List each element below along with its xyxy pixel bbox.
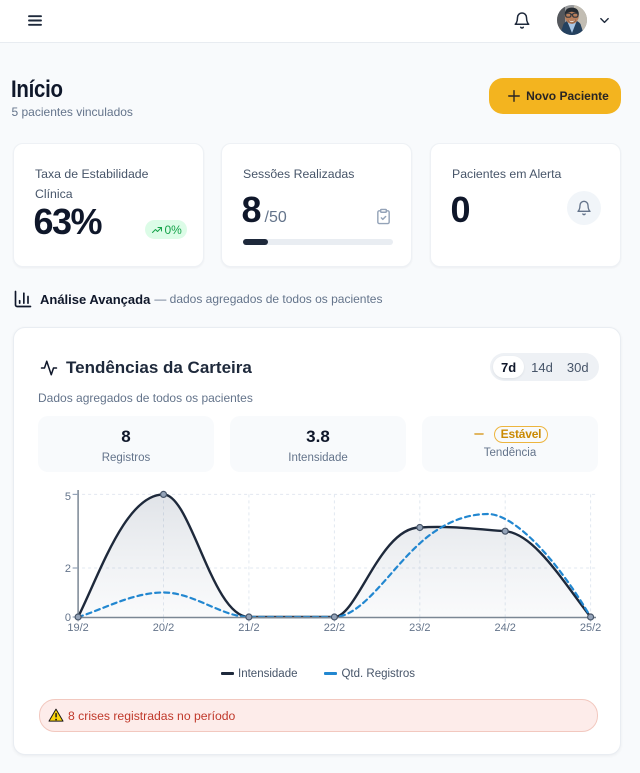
svg-text:22/2: 22/2 [324,622,345,634]
svg-text:0: 0 [65,612,71,624]
svg-text:25/2: 25/2 [580,622,601,634]
svg-text:24/2: 24/2 [494,622,515,634]
svg-text:23/2: 23/2 [409,622,430,634]
svg-text:20/2: 20/2 [153,622,174,634]
svg-text:2: 2 [65,563,71,575]
svg-text:19/2: 19/2 [67,622,88,634]
svg-text:5: 5 [65,491,71,503]
svg-text:21/2: 21/2 [238,622,259,634]
